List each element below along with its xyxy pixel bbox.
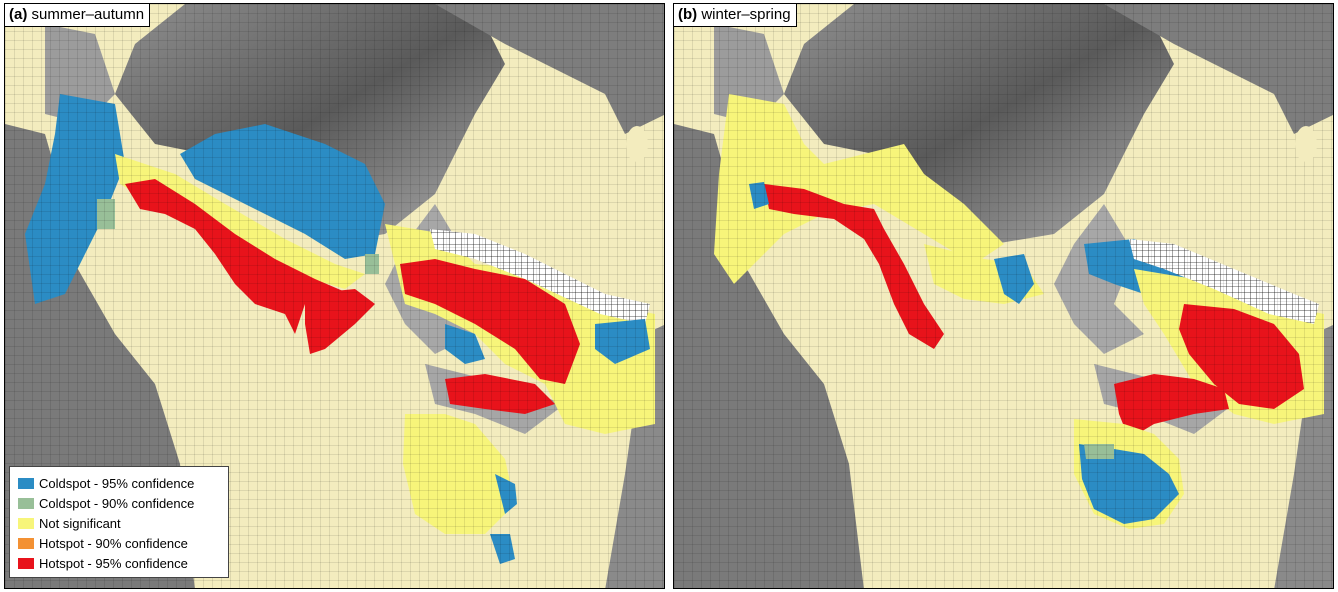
coldspot90-cell-a xyxy=(97,199,115,229)
island-b xyxy=(1295,126,1317,162)
legend-swatch-coldspot95 xyxy=(18,477,34,489)
panel-letter-b: (b) xyxy=(678,6,698,23)
legend-label-hotspot95: Hotspot - 95% confidence xyxy=(39,555,188,571)
legend-swatch-coldspot90 xyxy=(18,497,34,509)
map-svg-b xyxy=(674,4,1333,588)
legend-label-notsig: Not significant xyxy=(39,515,121,531)
panel-season-b: winter–spring xyxy=(701,6,791,23)
legend-item-hotspot95: Hotspot - 95% confidence xyxy=(18,553,222,573)
panel-season-a: summer–autumn xyxy=(31,6,145,23)
map-panel-winter-spring: (b) winter–spring xyxy=(673,3,1334,589)
panel-letter-a: (a) xyxy=(9,6,28,23)
legend-label-coldspot95: Coldspot - 95% confidence xyxy=(39,475,195,491)
panel-title-a: (a) summer–autumn xyxy=(5,4,151,27)
panel-title-b: (b) winter–spring xyxy=(674,4,797,27)
legend: Coldspot - 95% confidence Coldspot - 90%… xyxy=(9,466,229,578)
legend-item-coldspot95: Coldspot - 95% confidence xyxy=(18,473,222,493)
legend-swatch-notsig xyxy=(18,517,34,529)
map-panel-summer-autumn: (a) summer–autumn xyxy=(4,3,665,589)
legend-label-coldspot90: Coldspot - 90% confidence xyxy=(39,495,195,511)
legend-item-hotspot90: Hotspot - 90% confidence xyxy=(18,533,222,553)
hotspot-amundsen-a xyxy=(305,289,375,354)
legend-label-hotspot90: Hotspot - 90% confidence xyxy=(39,535,188,551)
island-a xyxy=(626,126,648,162)
legend-item-notsig: Not significant xyxy=(18,513,222,533)
coldspot95-jamesbay-a xyxy=(490,534,515,564)
coldspot90-cell2-a xyxy=(365,254,379,274)
legend-item-coldspot90: Coldspot - 90% confidence xyxy=(18,493,222,513)
notsig-hudson-a xyxy=(403,414,515,534)
legend-swatch-hotspot90 xyxy=(18,537,34,549)
legend-swatch-hotspot95 xyxy=(18,557,34,569)
coldspot90-hudson-b xyxy=(1084,444,1114,459)
